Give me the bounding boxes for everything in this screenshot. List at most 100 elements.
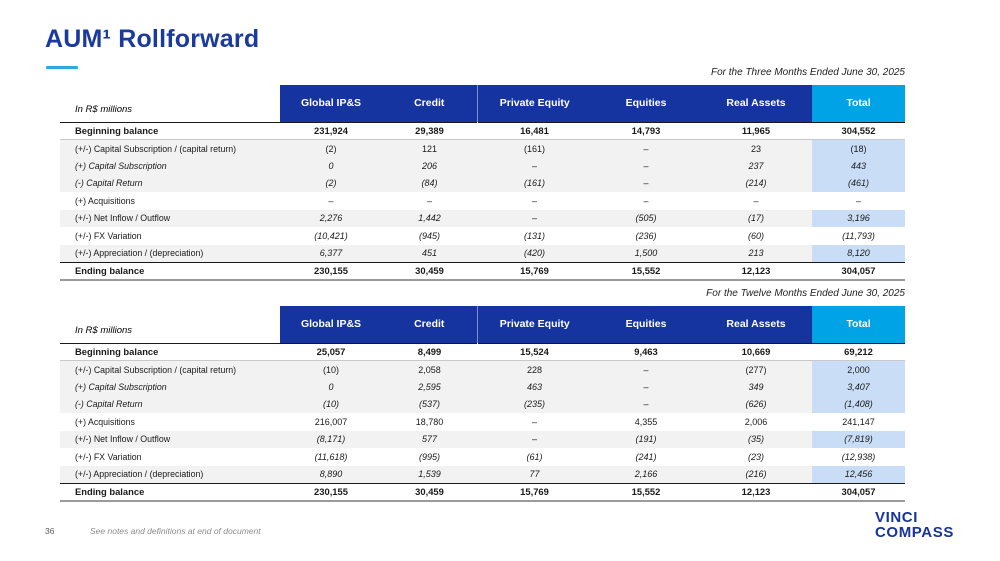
value-cell: – — [812, 192, 905, 210]
table-row: (+/-) FX Variation (10,421) (945) (131) (236… — [60, 227, 905, 245]
row-label: (+/-) Capital Subscription / (capital re… — [60, 360, 280, 378]
column-header-total: Total — [812, 306, 905, 343]
table-period-caption: For the Three Months Ended June 30, 2025 — [710, 67, 905, 78]
value-cell: 230,155 — [280, 261, 382, 281]
value-cell: – — [477, 192, 592, 210]
value-cell: – — [382, 192, 477, 210]
row-label: (+) Acquisitions — [60, 413, 280, 431]
value-cell: (537) — [382, 395, 477, 413]
table-row: Beginning balance 231,924 29,389 16,481 14,7… — [60, 121, 905, 140]
row-label: (+/-) FX Variation — [60, 448, 280, 466]
value-cell: 230,155 — [280, 482, 382, 502]
table-row: Ending balance 230,155 30,459 15,769 15,552 1… — [60, 261, 905, 281]
column-header-credit: Credit — [382, 85, 478, 122]
value-cell: 15,552 — [592, 261, 700, 281]
table-row: (+/-) Appreciation / (depreciation) 8,890… — [60, 465, 905, 483]
value-cell: (161) — [477, 139, 592, 157]
value-cell: 30,459 — [382, 261, 477, 281]
value-cell: 577 — [382, 430, 477, 448]
value-cell: (277) — [700, 360, 812, 378]
table-row: (+) Acquisitions – – – – – – — [60, 192, 905, 210]
value-cell: 349 — [700, 378, 812, 396]
value-cell: 18,780 — [382, 413, 477, 431]
value-cell: – — [592, 378, 700, 396]
value-cell: 2,595 — [382, 378, 477, 396]
row-label: (+/-) Capital Subscription / (capital re… — [60, 139, 280, 157]
column-header-credit: Credit — [382, 306, 478, 343]
page-title: AUM¹ Rollforward — [45, 25, 260, 53]
value-cell: 4,355 — [592, 413, 700, 431]
value-cell: – — [592, 192, 700, 210]
table-row: Beginning balance 25,057 8,499 15,524 9,463 1… — [60, 342, 905, 361]
footnote-text: See notes and definitions at end of docu… — [90, 526, 261, 536]
value-cell: 121 — [382, 139, 477, 157]
value-cell: – — [280, 192, 382, 210]
value-cell: 30,459 — [382, 482, 477, 502]
row-label: (+/-) Net Inflow / Outflow — [60, 430, 280, 448]
vinci-compass-logo: VINCI COMPASS — [875, 509, 954, 541]
row-label: (+) Capital Subscription — [60, 378, 280, 396]
value-cell: 304,057 — [812, 261, 905, 281]
value-cell: – — [592, 157, 700, 175]
value-cell: 25,057 — [280, 342, 382, 361]
value-cell: 15,769 — [477, 482, 592, 502]
value-cell: 206 — [382, 157, 477, 175]
value-cell: 228 — [477, 360, 592, 378]
table-row: (+/-) FX Variation (11,618) (995) (61) (241)… — [60, 448, 905, 466]
unit-label: In R$ millions — [60, 85, 280, 122]
column-header-real-assets: Real Assets — [700, 85, 812, 122]
row-label: (+/-) Appreciation / (depreciation) — [60, 244, 280, 262]
value-cell: (461) — [812, 174, 905, 192]
value-cell: (8,171) — [280, 430, 382, 448]
value-cell: (35) — [700, 430, 812, 448]
value-cell: (216) — [700, 465, 812, 483]
value-cell: 2,276 — [280, 209, 382, 227]
value-cell: 15,769 — [477, 261, 592, 281]
table-header-row: In R$ millions Global IP&S Credit Private … — [60, 85, 905, 122]
value-cell: 16,481 — [477, 121, 592, 140]
value-cell: (214) — [700, 174, 812, 192]
value-cell: 304,552 — [812, 121, 905, 140]
logo-line-vinci: VINCI — [875, 509, 919, 526]
value-cell: (235) — [477, 395, 592, 413]
column-header-equities: Equities — [592, 306, 700, 343]
value-cell: 3,407 — [812, 378, 905, 396]
row-label: (+/-) Appreciation / (depreciation) — [60, 465, 280, 483]
row-label: (+) Acquisitions — [60, 192, 280, 210]
table-block-three-months: For the Three Months Ended June 30, 2025… — [60, 66, 905, 281]
value-cell: 9,463 — [592, 342, 700, 361]
value-cell: (10) — [280, 395, 382, 413]
table-row: (+) Capital Subscription 0 2,595 463–349 3,4… — [60, 378, 905, 396]
row-label: (-) Capital Return — [60, 395, 280, 413]
value-cell: 12,456 — [812, 465, 905, 483]
column-header-total: Total — [812, 85, 905, 122]
table-header-row: In R$ millions Global IP&S Credit Private … — [60, 306, 905, 343]
value-cell: (23) — [700, 448, 812, 466]
value-cell: 1,500 — [592, 244, 700, 262]
value-cell: (2) — [280, 174, 382, 192]
value-cell: 12,123 — [700, 482, 812, 502]
row-label: Beginning balance — [60, 121, 280, 140]
value-cell: (12,938) — [812, 448, 905, 466]
value-cell: 69,212 — [812, 342, 905, 361]
value-cell: 463 — [477, 378, 592, 396]
row-label: Ending balance — [60, 482, 280, 502]
value-cell: – — [592, 395, 700, 413]
title-underline-accent — [46, 66, 78, 69]
logo-line-compass: COMPASS — [875, 523, 954, 541]
row-label: (+) Capital Subscription — [60, 157, 280, 175]
value-cell: 8,499 — [382, 342, 477, 361]
value-cell: – — [592, 174, 700, 192]
value-cell: 2,000 — [812, 360, 905, 378]
value-cell: 15,524 — [477, 342, 592, 361]
value-cell: (11,618) — [280, 448, 382, 466]
value-cell: 29,389 — [382, 121, 477, 140]
value-cell: (505) — [592, 209, 700, 227]
value-cell: (1,408) — [812, 395, 905, 413]
value-cell: 2,006 — [700, 413, 812, 431]
table-row: (-) Capital Return (10) (537) (235) – (626) (1… — [60, 395, 905, 413]
value-cell: – — [477, 430, 592, 448]
value-cell: 14,793 — [592, 121, 700, 140]
value-cell: 216,007 — [280, 413, 382, 431]
table-row: (+/-) Net Inflow / Outflow (8,171) 577– (19… — [60, 430, 905, 448]
